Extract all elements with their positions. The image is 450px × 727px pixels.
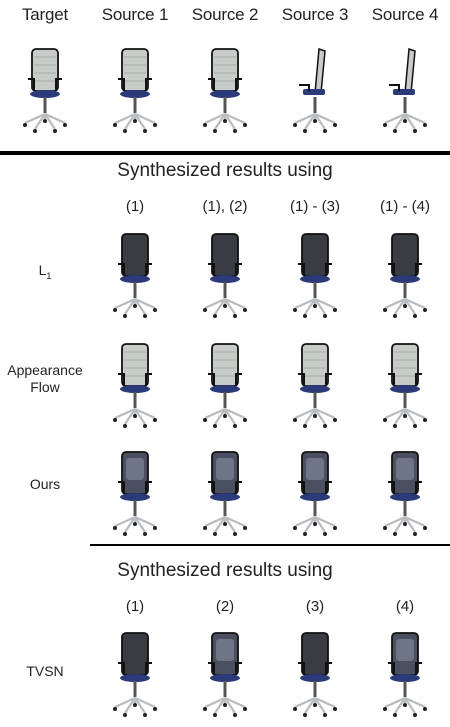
row-label-appearance-flow: Appearance Flow	[7, 362, 83, 395]
chair-image-af-1	[113, 343, 157, 428]
chair-image-l1-4	[383, 233, 427, 318]
section-divider-thin	[90, 544, 450, 546]
chair-image-af-4	[383, 343, 427, 428]
chair-image-target	[23, 48, 67, 133]
chair-image-tvsn-1	[113, 632, 157, 717]
section2-col-4: (4)	[395, 598, 415, 615]
chair-image-tvsn-4	[383, 632, 427, 717]
section1-title: Synthesized results using	[117, 160, 333, 181]
chair-image-source-2	[203, 48, 247, 133]
chair-image-tvsn-2	[203, 632, 247, 717]
row-label-ours: Ours	[29, 476, 61, 492]
section2-title: Synthesized results using	[117, 560, 333, 581]
chair-image-ours-3	[293, 451, 337, 536]
row-label-l1: L1	[38, 262, 52, 281]
chair-image-af-3	[293, 343, 337, 428]
header-source-3: Source 3	[281, 5, 349, 24]
section1-col-3: (1) - (3)	[290, 198, 340, 215]
section2-col-1: (1)	[125, 598, 145, 615]
section2-col-3: (3)	[305, 598, 325, 615]
chair-image-source-1	[113, 48, 157, 133]
header-target: Target	[21, 5, 69, 24]
section1-col-4: (1) - (4)	[380, 198, 430, 215]
chair-image-source-3	[293, 47, 337, 133]
section2-col-2: (2)	[215, 598, 235, 615]
section1-col-2: (1), (2)	[202, 198, 248, 215]
chair-image-l1-2	[203, 233, 247, 318]
chair-image-ours-1	[113, 451, 157, 536]
chair-image-ours-2	[203, 451, 247, 536]
header-source-2: Source 2	[191, 5, 259, 24]
section1-col-1: (1)	[125, 198, 145, 215]
chair-image-ours-4	[383, 451, 427, 536]
chair-image-af-2	[203, 343, 247, 428]
chair-image-tvsn-3	[293, 632, 337, 717]
chair-image-source-4	[383, 47, 427, 133]
chair-image-l1-3	[293, 233, 337, 318]
chair-image-l1-1	[113, 233, 157, 318]
section-divider-thick	[0, 151, 450, 155]
header-source-1: Source 1	[101, 5, 169, 24]
header-source-4: Source 4	[371, 5, 439, 24]
row-label-tvsn: TVSN	[26, 663, 64, 679]
